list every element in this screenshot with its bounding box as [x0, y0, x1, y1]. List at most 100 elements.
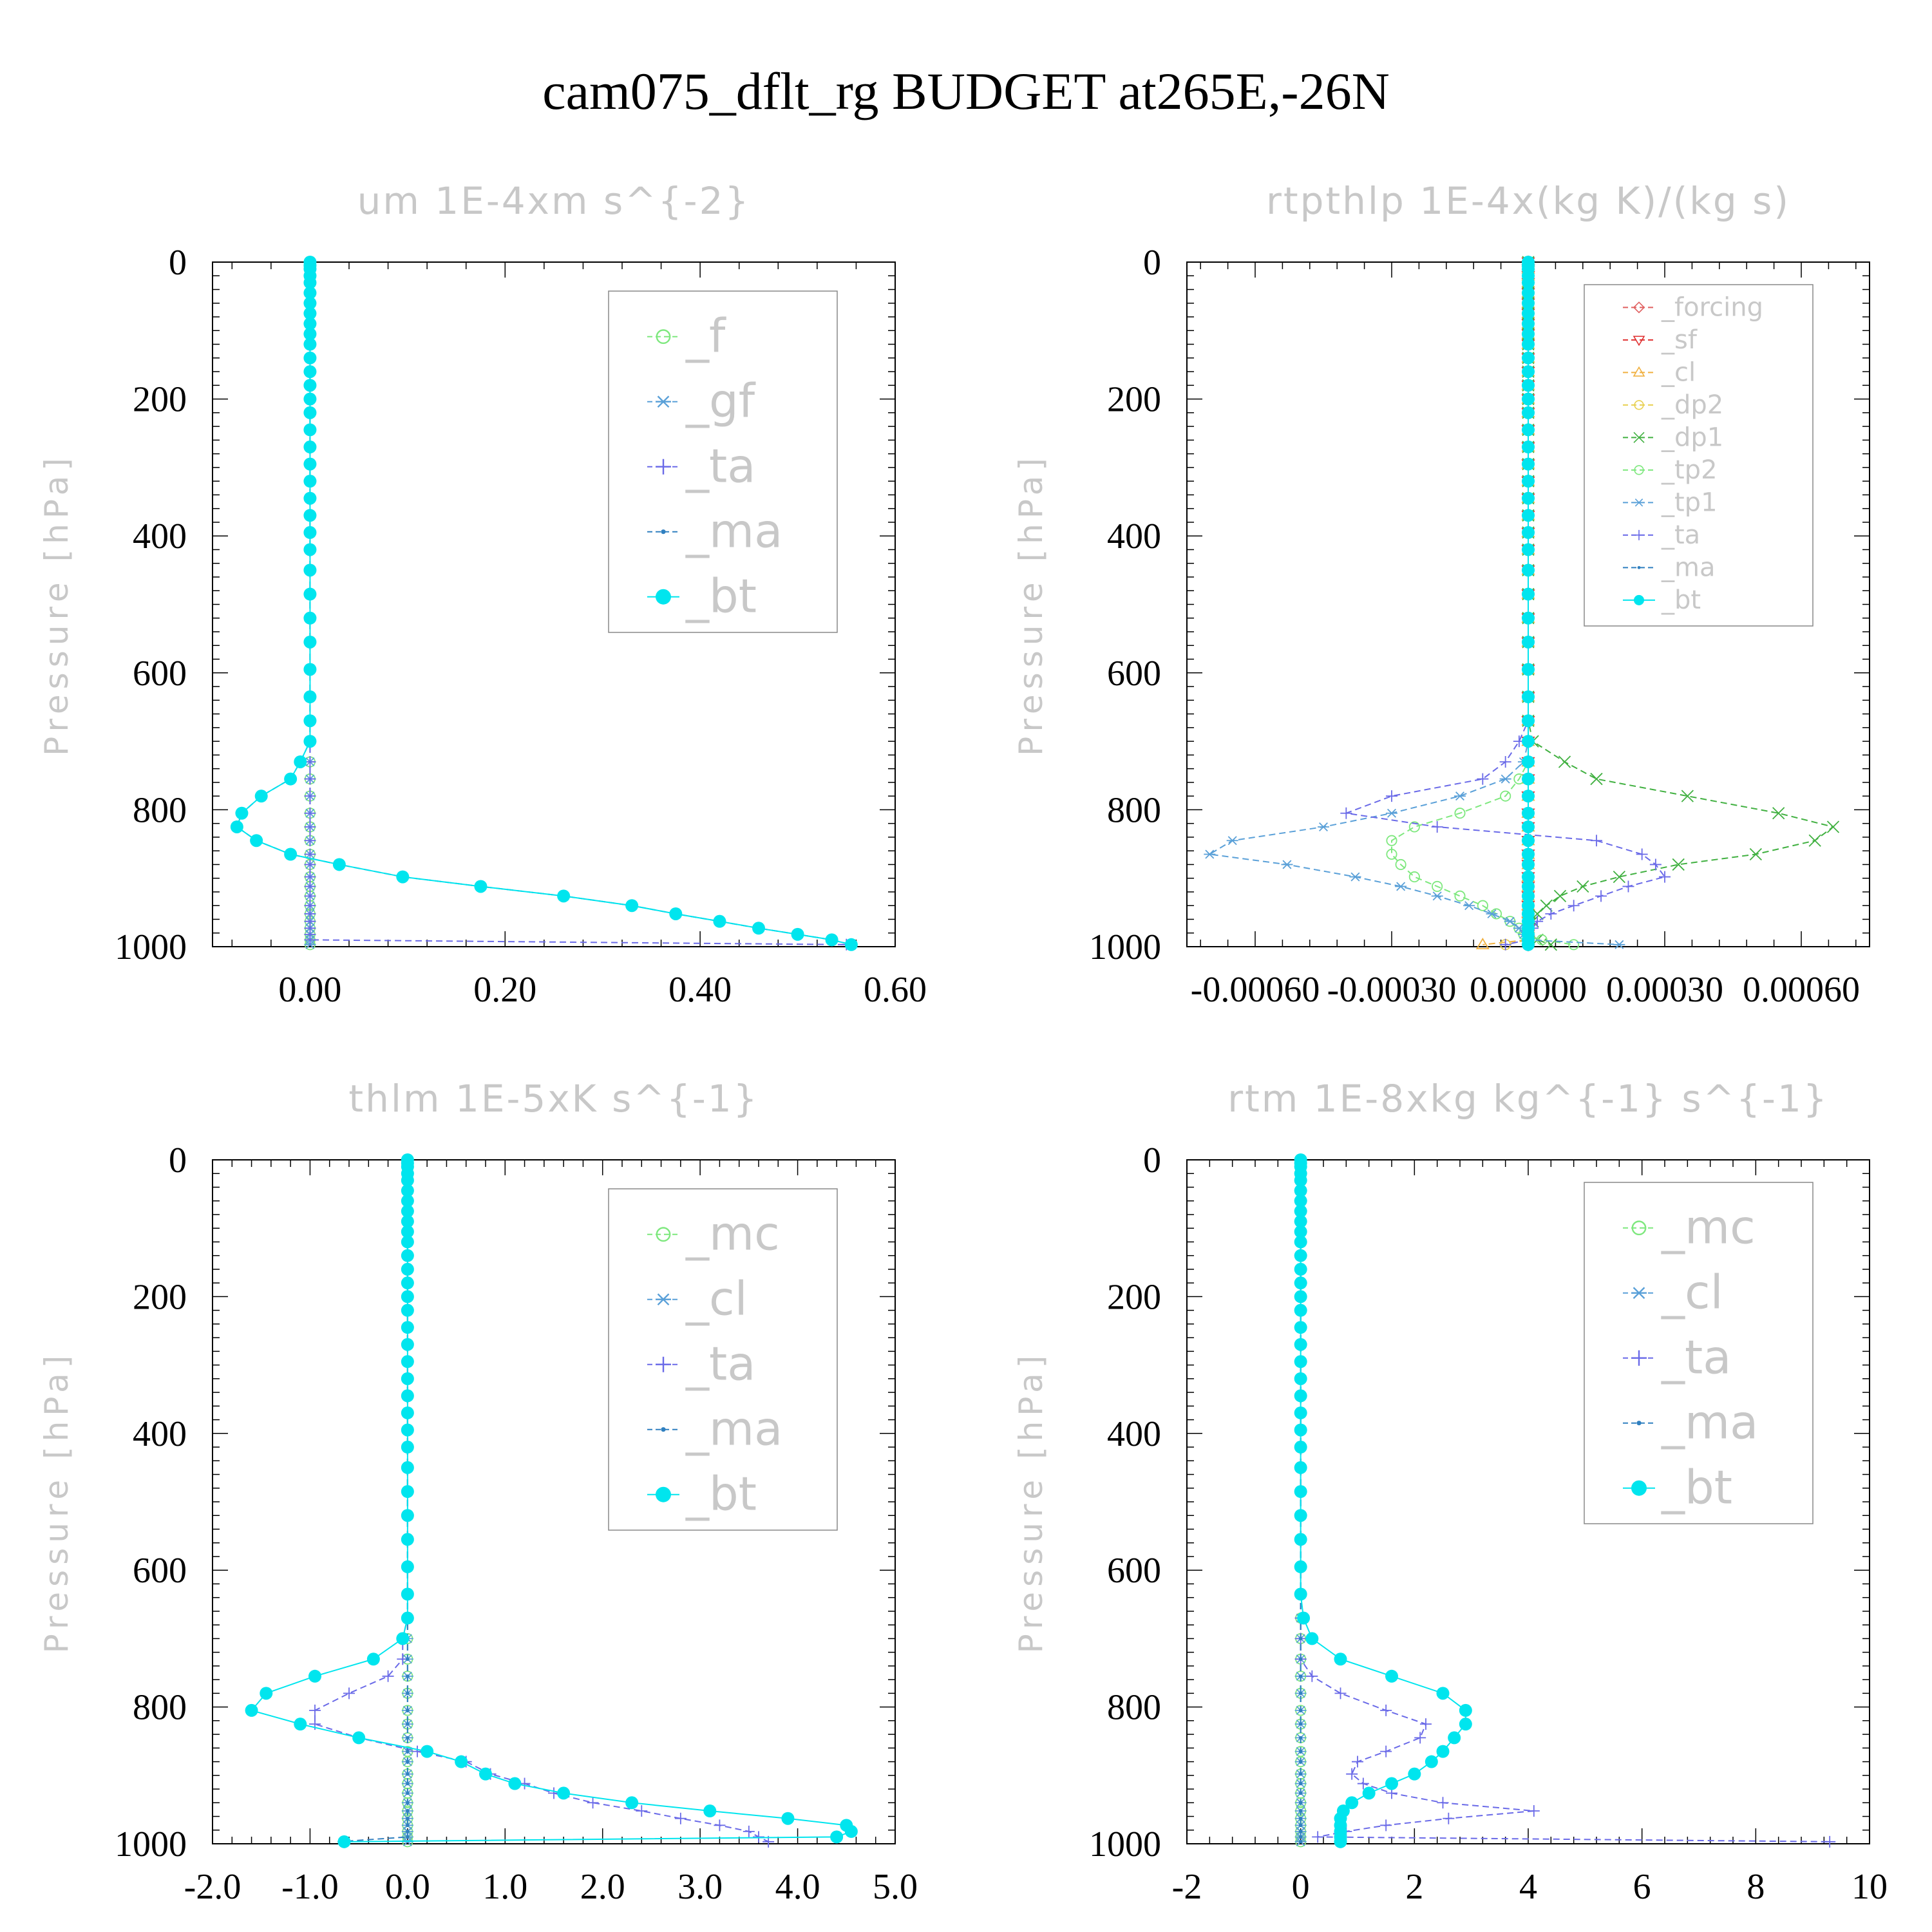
x-tick-label: -2.0 [184, 1867, 242, 1907]
y-tick-label: 200 [1107, 1277, 1161, 1317]
data-point [235, 806, 249, 820]
legend-label: _sf [1661, 325, 1698, 355]
data-point [1298, 1736, 1303, 1740]
data-point [401, 1276, 414, 1290]
data-point [1298, 1823, 1303, 1828]
data-point [1522, 663, 1535, 676]
data-point [1522, 938, 1535, 951]
data-point [781, 1812, 795, 1825]
data-point [303, 365, 317, 379]
legend-label: _bt [685, 1466, 757, 1520]
data-point [791, 927, 804, 941]
data-point [669, 907, 683, 920]
data-point [303, 735, 317, 748]
series-tp1 [1204, 258, 1625, 949]
data-point [1540, 899, 1553, 912]
data-point [1454, 808, 1466, 819]
data-point [1522, 635, 1535, 649]
legend-marker [1633, 336, 1645, 346]
data-point [1294, 1290, 1307, 1303]
data-point [304, 858, 316, 871]
data-point [294, 755, 307, 768]
data-point [1475, 938, 1490, 950]
x-tick-label: 2 [1405, 1867, 1423, 1907]
data-point [1522, 457, 1535, 471]
data-point [401, 1235, 414, 1249]
y-tick-label: 400 [1107, 1414, 1161, 1454]
data-point [1522, 834, 1535, 848]
data-point [1454, 890, 1466, 902]
data-point [406, 1817, 410, 1821]
data-point [308, 1669, 321, 1683]
data-point [1522, 564, 1535, 577]
series-ta [304, 256, 853, 951]
data-point [1380, 1819, 1392, 1832]
data-point [1436, 1687, 1450, 1700]
panel-title: um 1E-4xm s^{-2} [357, 179, 751, 223]
y-tick-label: 0 [169, 243, 187, 283]
legend-marker [1634, 594, 1644, 605]
data-point [455, 1755, 468, 1768]
data-point [254, 790, 268, 803]
data-point [401, 1406, 414, 1419]
data-point [303, 440, 317, 454]
legend-marker [656, 1227, 671, 1242]
x-tick-label: -0.00060 [1191, 970, 1320, 1010]
y-tick-label: 0 [169, 1141, 187, 1180]
data-point [406, 1657, 410, 1661]
legend-label: _ta [685, 439, 755, 493]
x-tick-label: 0.00060 [1743, 970, 1860, 1010]
series-ta [1294, 1154, 1836, 1848]
data-point [401, 1509, 414, 1522]
data-point [1298, 1791, 1303, 1795]
data-point [1298, 1809, 1303, 1813]
data-point [1448, 1731, 1461, 1745]
y-tick-label: 800 [1107, 1688, 1161, 1728]
data-point [401, 1533, 414, 1546]
legend-label: _gf [685, 374, 756, 428]
data-point [1408, 821, 1420, 833]
data-point [1522, 286, 1535, 299]
x-tick-label: 0.00 [278, 970, 341, 1010]
data-point [714, 1819, 726, 1832]
data-point [1522, 296, 1535, 310]
x-tick-label: 0.0 [385, 1867, 430, 1907]
data-point [303, 526, 317, 539]
data-point [284, 772, 298, 786]
data-point [401, 1560, 414, 1573]
data-point [303, 286, 317, 299]
data-point [1443, 1812, 1455, 1824]
data-point [1380, 1704, 1392, 1716]
data-point [406, 1749, 410, 1754]
data-point [1340, 807, 1352, 819]
data-point [1312, 1831, 1324, 1843]
data-point [1568, 939, 1580, 951]
panel-2: rtpthlp 1E-4x(kg K)/(kg s) Pressure [hPa]… [1012, 179, 1870, 1010]
data-point [230, 820, 243, 833]
data-point [401, 1290, 414, 1303]
y-tick-label: 600 [1107, 654, 1161, 694]
data-point [1305, 1632, 1319, 1645]
data-point [1613, 870, 1625, 884]
data-point [1432, 880, 1443, 893]
y-axis-label: Pressure [hPa] [38, 453, 75, 756]
data-point [406, 1674, 410, 1678]
legend-marker [1633, 301, 1645, 314]
data-point [304, 820, 316, 833]
data-point [1613, 940, 1625, 949]
data-point [303, 457, 317, 471]
data-point [1522, 317, 1535, 330]
data-point [1681, 790, 1694, 802]
data-point [1522, 440, 1535, 454]
data-point [303, 509, 317, 522]
data-point [401, 1173, 414, 1187]
data-point [401, 1372, 414, 1385]
data-point [479, 1767, 492, 1781]
data-point [1408, 871, 1420, 883]
data-point [1334, 1835, 1347, 1848]
y-axis-label: Pressure [hPa] [38, 1350, 75, 1654]
data-point [1477, 773, 1489, 785]
data-point [1522, 307, 1535, 320]
data-point [304, 835, 316, 847]
x-tick-label: 3.0 [677, 1867, 723, 1907]
